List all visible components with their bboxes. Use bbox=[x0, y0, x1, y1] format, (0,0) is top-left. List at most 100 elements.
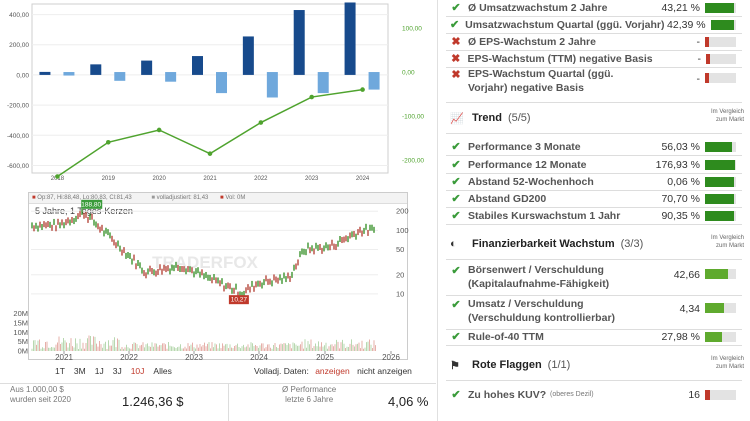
compare-label: Im Vergleich zum Markt bbox=[710, 356, 744, 370]
performance-label: Ø Performance letzte 6 Jahre bbox=[282, 385, 336, 421]
criterion-label: Stabiles Kurswachstum 1 Jahr bbox=[468, 209, 621, 222]
period-10j[interactable]: 10J bbox=[130, 366, 145, 376]
score-bar bbox=[705, 36, 736, 47]
period-selector: 1T 3M 1J 3J 10J Alles bbox=[55, 366, 172, 376]
check-icon: ✔ bbox=[451, 389, 461, 401]
bar-secondary bbox=[63, 72, 75, 76]
line-point bbox=[258, 120, 264, 125]
criterion-label: Umsatzwachstum Quartal (ggü. Vorjahr) bbox=[465, 18, 665, 31]
period-3j[interactable]: 3J bbox=[112, 366, 122, 376]
y-tick-label: 200,00 bbox=[9, 42, 29, 49]
bar-primary bbox=[141, 60, 153, 75]
row-divider bbox=[446, 102, 742, 103]
period-alles[interactable]: Alles bbox=[153, 366, 172, 376]
score-bar bbox=[705, 159, 736, 170]
score-bar-fill bbox=[705, 389, 710, 400]
low-flag-label: 10,27 bbox=[231, 297, 248, 304]
criterion-value: 42,66 bbox=[673, 269, 700, 281]
criterion-row: ✔ Börsenwert / Verschuldung (Kapitalaufna… bbox=[438, 263, 750, 293]
criterion-row: ✖ Ø EPS-Wachstum 2 Jahre - bbox=[438, 33, 750, 50]
period-3m[interactable]: 3M bbox=[73, 366, 86, 376]
criterion-value: 0,06 % bbox=[667, 175, 700, 188]
check-icon: ✔ bbox=[451, 299, 461, 311]
adjusted-show[interactable]: anzeigen bbox=[315, 366, 350, 376]
period-1t[interactable]: 1T bbox=[55, 366, 65, 376]
criterion-label: EPS-Wachstum (TTM) negative Basis bbox=[467, 52, 653, 65]
price-tick-label: 200 bbox=[396, 207, 409, 216]
score-bar-fill bbox=[705, 141, 733, 152]
year-tick-label: 2022 bbox=[120, 353, 138, 362]
score-bar-fill bbox=[705, 269, 729, 279]
left-panel: 400,00 200,00 0,00 -200,00 -400,00 -600,00 100… bbox=[0, 2, 436, 421]
section-header: 📈 Trend (5/5) Im Vergleich zum Markt bbox=[438, 106, 750, 130]
criterion-value: - bbox=[696, 35, 701, 48]
investment-label: Aus 1.000,00 $ wurden seit 2020 bbox=[10, 385, 71, 421]
y-tick-label: 400,00 bbox=[9, 12, 29, 19]
criterion-label: Abstand 52-Wochenhoch bbox=[468, 175, 594, 188]
criterion-value: 27,98 % bbox=[661, 330, 700, 343]
line-point bbox=[156, 127, 162, 133]
bar-secondary bbox=[216, 72, 227, 94]
criterion-row: ✔ Stabiles Kurswachstum 1 Jahr 90,35 % bbox=[438, 207, 750, 224]
year-tick-label: 2024 bbox=[250, 353, 268, 362]
section-title: Trend bbox=[472, 112, 502, 124]
row-divider bbox=[446, 155, 742, 156]
investment-label-line1: Aus 1.000,00 $ bbox=[10, 385, 64, 394]
high-flag bbox=[81, 199, 103, 209]
row-divider bbox=[446, 259, 742, 260]
trend-icon: 📈 bbox=[450, 112, 464, 125]
score-bar-fill bbox=[705, 159, 736, 170]
adjusted-hide[interactable]: nicht anzeigen bbox=[357, 366, 412, 376]
volume-tick-label: 20M bbox=[13, 309, 28, 318]
row-divider bbox=[446, 16, 742, 17]
legend-adjusted: volladjustiert: 81,43 bbox=[156, 195, 209, 201]
score-bar bbox=[705, 210, 736, 221]
x-tick-label: 2018 bbox=[51, 176, 65, 182]
score-bar bbox=[710, 19, 736, 30]
line-point bbox=[207, 151, 213, 156]
volume-tick-label: 5M bbox=[18, 337, 28, 346]
criterion-row: ✖ EPS-Wachstum (TTM) negative Basis - bbox=[438, 50, 750, 67]
section-header: ⚑ Rote Flaggen (1/1) Im Vergleich zum Markt bbox=[438, 353, 750, 377]
row-divider bbox=[446, 190, 742, 191]
criterion-row: ✔ Abstand 52-Wochenhoch 0,06 % bbox=[438, 173, 750, 190]
score-bar-fill bbox=[705, 210, 735, 221]
criterion-note: (oberes Dezil) bbox=[550, 391, 594, 398]
bar-primary bbox=[192, 56, 203, 75]
bar-primary bbox=[90, 64, 102, 75]
adjusted-label: Volladj. Daten: bbox=[254, 366, 309, 376]
y2-tick-label: -200,00 bbox=[402, 157, 424, 164]
score-bar-fill bbox=[705, 73, 709, 83]
score-bar bbox=[705, 141, 736, 152]
year-tick-label: 2021 bbox=[55, 353, 73, 362]
row-divider bbox=[446, 380, 742, 381]
legend-dot: ■ bbox=[151, 195, 155, 201]
criterion-row: ✔ Ø Umsatzwachstum 2 Jahre 43,21 % bbox=[438, 0, 750, 16]
score-bar-fill bbox=[705, 36, 709, 47]
y2-tick-label: 100,00 bbox=[402, 26, 422, 33]
criterion-row: ✔ Zu hohes KUV? (oberes Dezil) 16 bbox=[438, 386, 750, 403]
info-vsep bbox=[228, 384, 229, 421]
bar-secondary bbox=[317, 72, 329, 94]
score-bar bbox=[705, 331, 736, 342]
check-icon: ✔ bbox=[451, 2, 461, 14]
x-tick-label: 2024 bbox=[356, 176, 370, 182]
score-bar-fill bbox=[705, 193, 735, 204]
criterion-row: ✔ Performance 12 Monate 176,93 % bbox=[438, 156, 750, 173]
criterion-value: 16 bbox=[688, 388, 700, 401]
period-1j[interactable]: 1J bbox=[94, 366, 104, 376]
bar-secondary bbox=[165, 72, 177, 82]
y-tick-label: -200,00 bbox=[7, 103, 29, 110]
y2-tick-label: -100,00 bbox=[402, 113, 424, 120]
check-icon: ✔ bbox=[451, 210, 461, 222]
score-bar-fill bbox=[710, 19, 734, 30]
criterion-label: Abstand GD200 bbox=[468, 192, 547, 205]
check-icon: ✔ bbox=[451, 331, 461, 343]
row-divider bbox=[446, 33, 742, 34]
score-bar bbox=[705, 2, 736, 13]
year-tick-label: 2025 bbox=[316, 353, 334, 362]
criterion-value: 90,35 % bbox=[661, 209, 700, 222]
bar-secondary bbox=[266, 72, 278, 98]
plot-area bbox=[31, 3, 389, 174]
legend-dot: ■ bbox=[220, 195, 224, 201]
